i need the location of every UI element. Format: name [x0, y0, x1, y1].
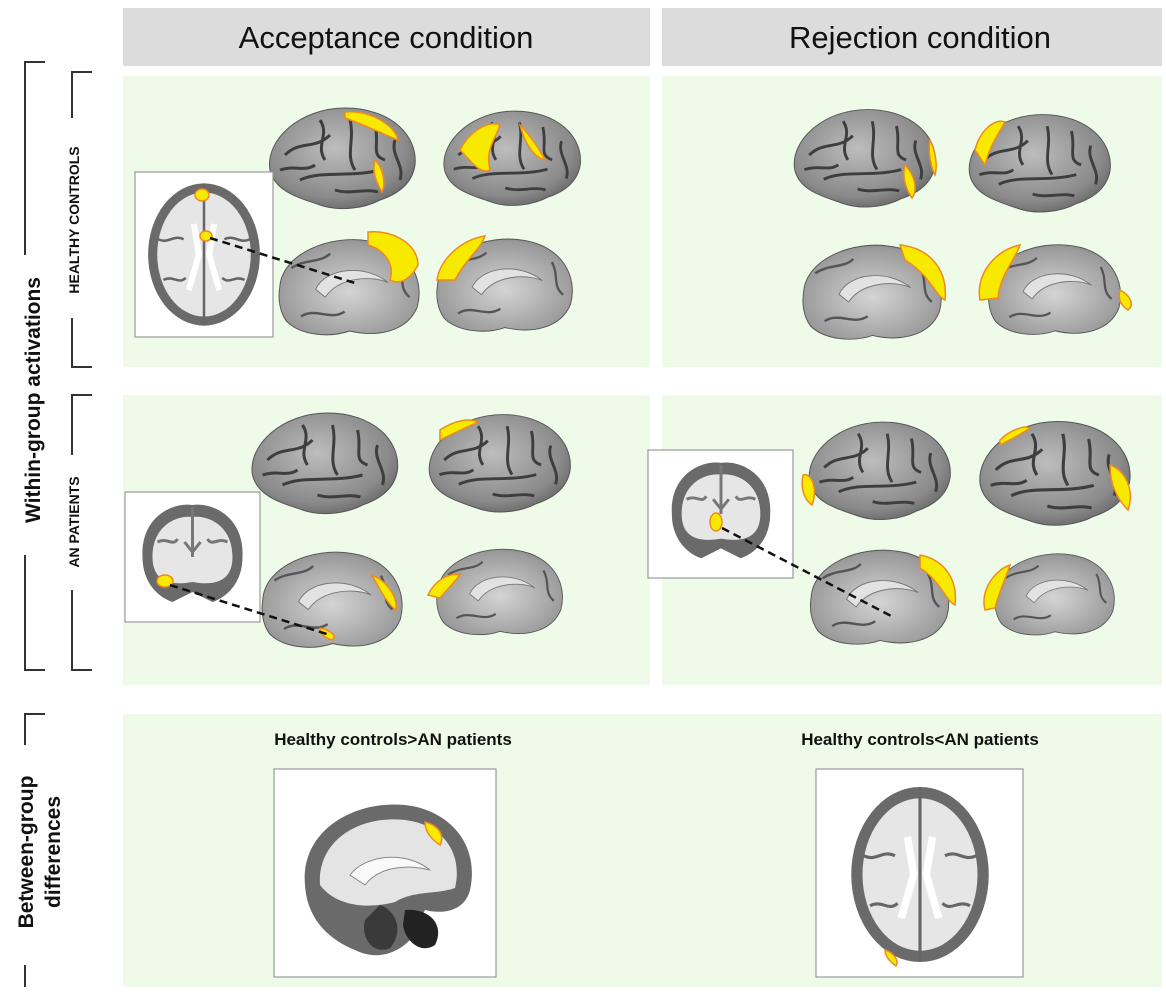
- figure: Acceptance condition Rejection condition…: [0, 0, 1166, 987]
- brain-slice: [142, 505, 242, 602]
- contrast-label: Healthy controls>AN patients: [274, 730, 512, 749]
- column-title: Rejection condition: [789, 20, 1051, 55]
- activation: [195, 189, 209, 201]
- activation: [710, 513, 722, 531]
- brain-slice: [851, 787, 989, 962]
- brain-slice: [148, 183, 260, 325]
- group-label: Between-group: [15, 776, 38, 929]
- contrast-label: Healthy controls<AN patients: [801, 730, 1039, 749]
- group-label: Within-group activations: [22, 277, 45, 523]
- row-label: AN PATIENTS: [66, 476, 82, 567]
- brain-slice: [672, 463, 771, 559]
- row-label: HEALTHY CONTROLS: [66, 146, 82, 293]
- group-label: differences: [42, 796, 65, 908]
- activation: [200, 231, 212, 241]
- column-title: Acceptance condition: [239, 20, 534, 55]
